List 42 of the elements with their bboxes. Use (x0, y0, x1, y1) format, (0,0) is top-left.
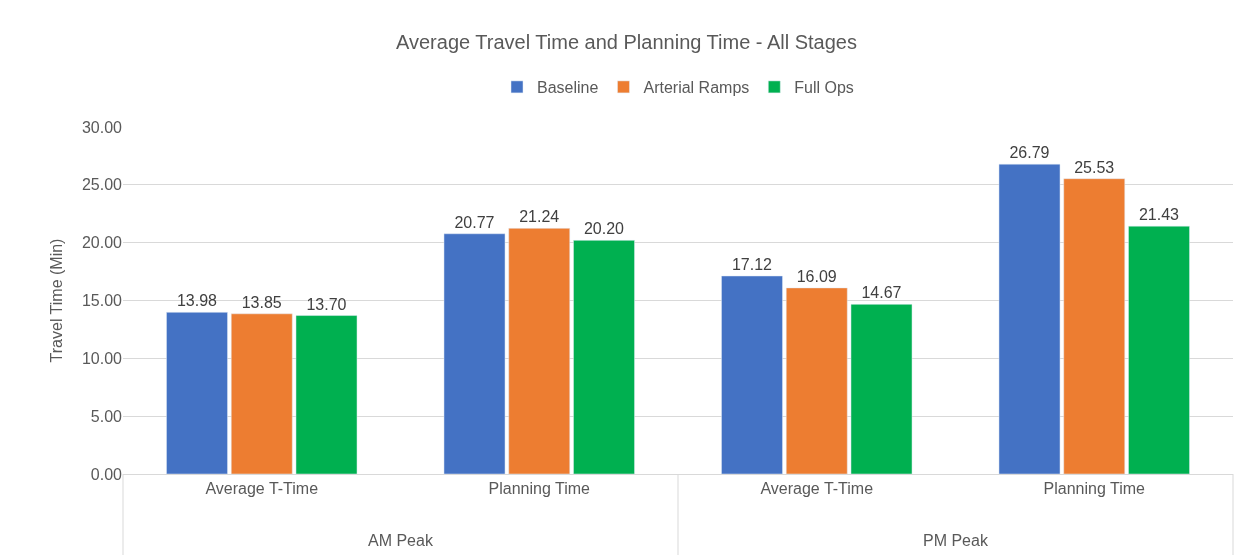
data-label: 17.12 (731, 255, 773, 273)
data-label: 13.85 (241, 293, 282, 311)
bar (1128, 225, 1190, 474)
legend-label: Full Ops (794, 79, 854, 97)
y-tick-label: 15.00 (81, 292, 123, 310)
bar (850, 304, 913, 474)
y-tick-label: 0.00 (90, 465, 123, 483)
x-tick-label: Planning Time (1043, 480, 1146, 498)
data-label: 14.67 (861, 284, 902, 302)
bar (785, 287, 848, 474)
y-axis-title: Travel Time (Min) (47, 238, 65, 363)
y-tick-label: 5.00 (90, 407, 123, 425)
legend-label: Baseline (537, 79, 599, 97)
bar (295, 315, 358, 474)
data-label: 20.77 (454, 213, 495, 231)
data-label: 25.53 (1074, 158, 1115, 176)
y-tick-label: 30.00 (81, 118, 123, 136)
y-tick-label: 25.00 (81, 176, 123, 194)
legend-label: Arterial Ramps (643, 79, 750, 97)
data-label: 16.09 (796, 267, 837, 285)
x-tick-label: Average T-Time (760, 480, 874, 498)
bar (443, 233, 506, 474)
y-tick-label: 20.00 (81, 234, 123, 252)
text: AM Peak (368, 532, 434, 549)
data-label: 13.98 (176, 292, 218, 310)
text: PM Peak (923, 532, 989, 549)
x-tick-label: Average T-Time (205, 480, 319, 498)
x-tick-label: Planning Time (488, 480, 591, 498)
data-label: 21.24 (519, 208, 560, 226)
bar (230, 313, 293, 474)
data-label: 26.79 (1009, 144, 1050, 162)
bar (573, 240, 635, 474)
data-label: 13.70 (306, 295, 347, 313)
chart-title: Average Travel Time and Planning Time - All Stages (396, 31, 857, 53)
bar (1063, 178, 1126, 474)
bar (166, 312, 228, 474)
data-label: 20.20 (583, 220, 625, 238)
bar (998, 163, 1061, 474)
bar (721, 275, 783, 474)
bar (508, 228, 571, 474)
y-tick-label: 10.00 (81, 349, 123, 367)
data-label: 21.43 (1138, 206, 1180, 224)
